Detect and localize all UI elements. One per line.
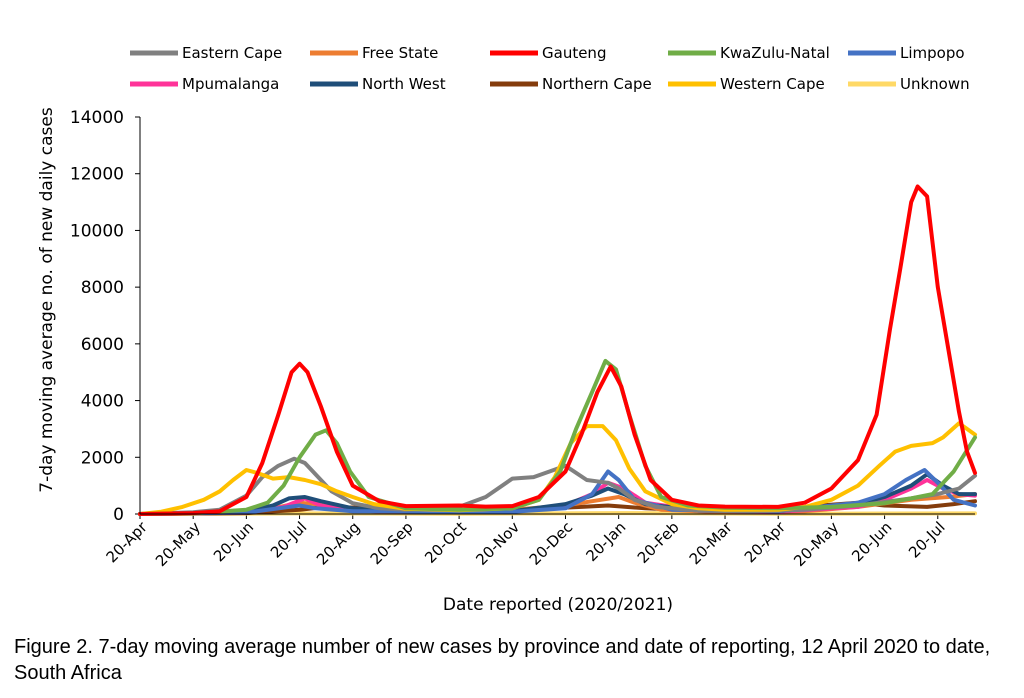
x-tick-label: 20-Aug — [313, 518, 364, 569]
legend-label: KwaZulu-Natal — [720, 44, 830, 62]
legend-item: Gauteng — [490, 44, 606, 62]
x-tick-label: 20-Sep — [367, 518, 417, 568]
chart: Eastern Cape Free State Gauteng KwaZulu-Nat… — [37, 44, 977, 615]
y-tick-label: 12000 — [70, 165, 124, 185]
y-tick-label: 2000 — [81, 448, 124, 468]
x-tick-label: 20-Jul — [905, 518, 948, 561]
y-tick-label: 6000 — [81, 335, 124, 355]
x-tick-label: 20-Mar — [686, 518, 737, 569]
series-lines — [138, 184, 977, 516]
x-axis-title: Date reported (2020/2021) — [443, 595, 673, 615]
series-line-eastern-cape — [138, 456, 977, 516]
legend-item: Limpopo — [848, 44, 965, 62]
x-tick-label: 20-Feb — [634, 518, 683, 567]
x-tick-label: 20-Jun — [848, 518, 895, 565]
legend-label: Mpumalanga — [182, 75, 279, 93]
x-tick-label: 20-May — [152, 518, 204, 570]
x-axis-ticks: 20-Apr 20-May 20-Jun 20-Jul 20-Aug 20-Sep 20-O… — [103, 514, 949, 570]
x-tick-label: 20-Jul — [267, 518, 310, 561]
figure-caption: Figure 2. 7-day moving average number of… — [14, 636, 991, 684]
x-tick-label: 20-Nov — [472, 518, 523, 569]
legend-item: North West — [310, 75, 446, 93]
legend-item: Northern Cape — [490, 75, 652, 93]
y-tick-label: 14000 — [70, 108, 124, 128]
legend: Eastern Cape Free State Gauteng KwaZulu-Nat… — [130, 44, 970, 93]
x-tick-label: 20-Jun — [210, 518, 257, 565]
legend-item: Free State — [310, 44, 438, 62]
legend-item: KwaZulu-Natal — [668, 44, 830, 62]
legend-label: Northern Cape — [542, 75, 652, 93]
legend-label: Free State — [362, 44, 438, 62]
series-line-kwazulu-natal — [138, 358, 977, 516]
legend-label: Limpopo — [900, 44, 965, 62]
legend-item: Eastern Cape — [130, 44, 282, 62]
legend-label: North West — [362, 75, 446, 93]
x-tick-label: 20-Oct — [421, 518, 470, 567]
y-tick-label: 10000 — [70, 221, 124, 241]
legend-label: Western Cape — [720, 75, 825, 93]
legend-item: Mpumalanga — [130, 75, 279, 93]
y-tick-label: 4000 — [81, 392, 124, 412]
y-tick-label: 8000 — [81, 278, 124, 298]
y-tick-label: 0 — [113, 505, 124, 525]
x-tick-label: 20-Jan — [582, 518, 629, 565]
x-tick-label: 20-Apr — [741, 518, 790, 567]
x-tick-label: 20-Apr — [103, 518, 152, 567]
legend-item: Western Cape — [668, 75, 825, 93]
y-axis-title: 7-day moving average no. of new daily ca… — [37, 107, 57, 493]
series-line-limpopo — [138, 468, 977, 516]
y-axis-ticks: 0 2000 4000 6000 8000 10000 12000 14000 — [70, 108, 140, 525]
x-tick-label: 20-May — [790, 518, 842, 570]
x-tick-label: 20-Dec — [526, 518, 577, 569]
legend-label: Gauteng — [542, 44, 606, 62]
legend-label: Unknown — [900, 75, 970, 93]
series-line-north-west — [138, 472, 977, 516]
series-line-gauteng — [138, 184, 977, 516]
legend-label: Eastern Cape — [182, 44, 282, 62]
legend-item: Unknown — [848, 75, 970, 93]
